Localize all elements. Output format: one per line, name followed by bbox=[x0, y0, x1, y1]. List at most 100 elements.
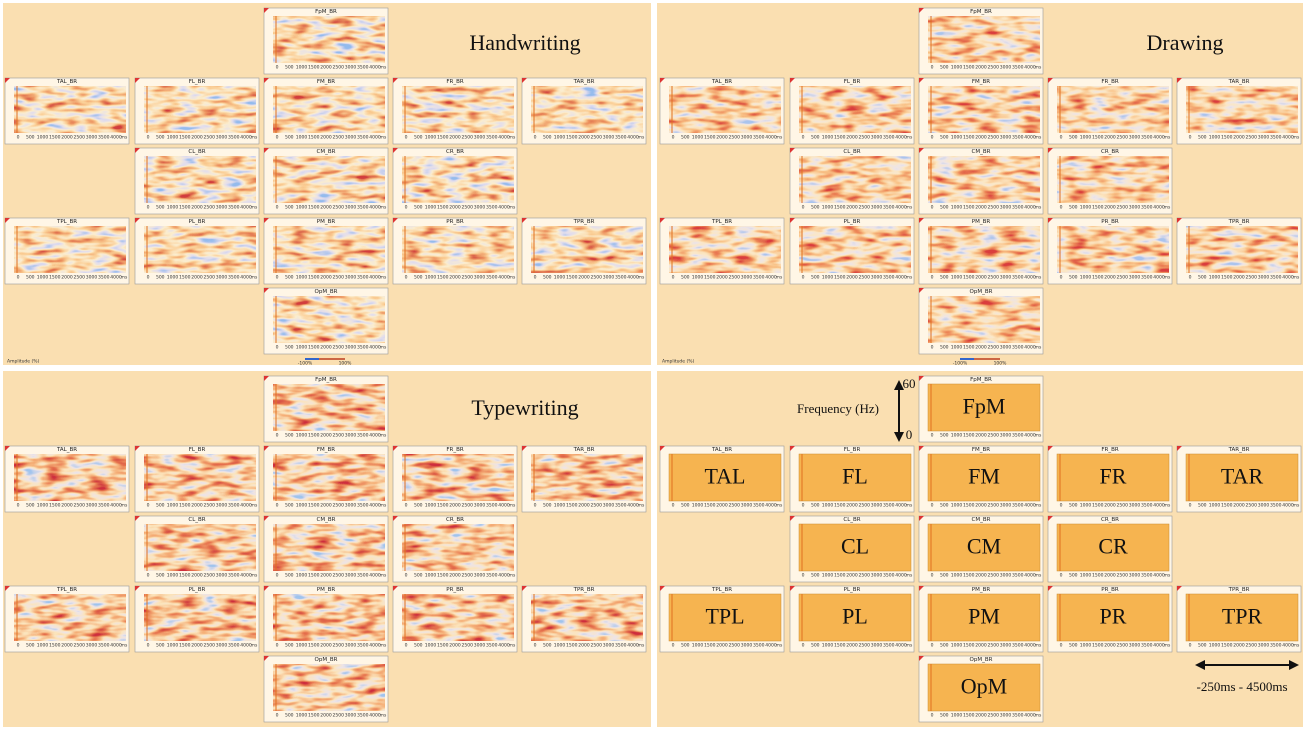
x-tick-label: 2500 bbox=[988, 643, 1000, 649]
x-tick-label: 3500 bbox=[883, 205, 895, 211]
x-tick-label: 0 bbox=[534, 135, 537, 141]
x-tick-label: 1000 bbox=[167, 503, 179, 509]
x-unit: ms bbox=[1035, 434, 1042, 439]
x-unit: ms bbox=[1164, 136, 1171, 141]
x-tick-label: 500 bbox=[543, 275, 552, 281]
corner-mark bbox=[1177, 446, 1182, 451]
x-tick-label: 1000 bbox=[951, 345, 963, 351]
x-tick-label: 2000 bbox=[846, 643, 858, 649]
x-tick-label: 3000 bbox=[1000, 205, 1012, 211]
x-tick-label: 3500 bbox=[357, 205, 369, 211]
x-tick-label: 4000 bbox=[1024, 573, 1036, 579]
x-tick-label: 2500 bbox=[462, 275, 474, 281]
electrode-name: TPR bbox=[1222, 604, 1263, 629]
x-tick-label: 4000 bbox=[1024, 503, 1036, 509]
map-cell: FL_BR FL 0 500 1000 1500 2000 2500 3000 3500 4000m… bbox=[789, 445, 915, 513]
x-tick-label: 500 bbox=[1069, 205, 1078, 211]
x-tick-label: 4000 bbox=[369, 713, 381, 719]
x-tick-label: 2500 bbox=[462, 643, 474, 649]
x-tick-label: 3000 bbox=[741, 275, 753, 281]
x-tick-label: 1000 bbox=[951, 573, 963, 579]
x-tick-label: 2500 bbox=[859, 205, 871, 211]
x-unit: ms bbox=[638, 504, 645, 509]
map-title: FpM_BR bbox=[970, 377, 992, 383]
x-tick-label: 3000 bbox=[345, 135, 357, 141]
x-tick-label: 3500 bbox=[1012, 205, 1024, 211]
x-tick-label: 2000 bbox=[975, 135, 987, 141]
x-tick-label: 3500 bbox=[357, 345, 369, 351]
x-tick-label: 500 bbox=[1198, 643, 1207, 649]
x-tick-label: 3000 bbox=[86, 503, 98, 509]
x-tick-label: 3500 bbox=[228, 205, 240, 211]
x-unit: ms bbox=[380, 644, 387, 649]
x-tick-label: 2000 bbox=[846, 135, 858, 141]
x-tick-label: 3000 bbox=[871, 205, 883, 211]
x-tick-label: 2000 bbox=[320, 433, 332, 439]
electrode-name: FR bbox=[1100, 464, 1127, 489]
corner-mark bbox=[135, 148, 140, 153]
map-title: TAR_BR bbox=[573, 447, 595, 453]
x-tick-label: 1000 bbox=[951, 643, 963, 649]
x-unit: ms bbox=[1035, 346, 1042, 351]
x-unit: ms bbox=[380, 434, 387, 439]
map-cell: TAL_BR TAL 0 500 1000 1500 2000 2500 3000 3500 400… bbox=[659, 445, 785, 513]
x-tick-label: 1000 bbox=[554, 135, 566, 141]
electrode-name: CM bbox=[967, 534, 1001, 559]
x-tick-label: 3000 bbox=[1258, 275, 1270, 281]
x-tick-label: 3500 bbox=[1141, 205, 1153, 211]
x-tick-label: 3500 bbox=[98, 275, 110, 281]
corner-mark bbox=[5, 586, 10, 591]
x-tick-label: 0 bbox=[1060, 643, 1063, 649]
x-tick-label: 3000 bbox=[1000, 275, 1012, 281]
corner-mark bbox=[919, 516, 924, 521]
x-tick-label: 1500 bbox=[704, 643, 716, 649]
x-tick-label: 0 bbox=[17, 503, 20, 509]
x-tick-label: 2000 bbox=[320, 713, 332, 719]
x-tick-label: 2500 bbox=[988, 433, 1000, 439]
corner-mark bbox=[1048, 516, 1053, 521]
x-tick-label: 2000 bbox=[320, 205, 332, 211]
x-unit: ms bbox=[380, 136, 387, 141]
x-tick-label: 500 bbox=[26, 275, 35, 281]
x-tick-label: 3000 bbox=[603, 503, 615, 509]
x-tick-label: 2000 bbox=[449, 643, 461, 649]
x-tick-label: 3000 bbox=[345, 345, 357, 351]
corner-mark bbox=[135, 78, 140, 83]
time-frequency-map bbox=[14, 86, 126, 133]
map-title: TPR_BR bbox=[1228, 587, 1250, 593]
x-tick-label: 1500 bbox=[49, 503, 61, 509]
x-tick-label: 3500 bbox=[357, 135, 369, 141]
map-cell: CL_BR CL 0 500 1000 1500 2000 2500 3000 3500 4000m… bbox=[789, 515, 915, 583]
map-title: FpM_BR bbox=[315, 9, 337, 15]
x-unit: ms bbox=[121, 504, 128, 509]
x-tick-label: 1500 bbox=[1221, 135, 1233, 141]
x-tick-label: 4000 bbox=[765, 643, 777, 649]
corner-mark bbox=[660, 586, 665, 591]
amplitude-label: Amplitude (%) bbox=[7, 359, 40, 365]
x-tick-label: 4000 bbox=[1153, 205, 1165, 211]
map-title: FR_BR bbox=[446, 79, 464, 85]
x-unit: ms bbox=[509, 136, 516, 141]
x-tick-label: 3500 bbox=[753, 275, 765, 281]
x-tick-label: 1500 bbox=[963, 643, 975, 649]
x-tick-label: 1000 bbox=[951, 433, 963, 439]
x-tick-label: 1500 bbox=[308, 205, 320, 211]
x-tick-label: 1500 bbox=[1092, 205, 1104, 211]
x-tick-label: 4000 bbox=[1282, 643, 1294, 649]
corner-mark bbox=[135, 218, 140, 223]
x-tick-label: 1000 bbox=[425, 275, 437, 281]
x-tick-label: 1500 bbox=[1221, 503, 1233, 509]
x-tick-label: 4000 bbox=[240, 573, 252, 579]
x-tick-label: 2000 bbox=[449, 135, 461, 141]
x-unit: ms bbox=[776, 276, 783, 281]
map-title: CL_BR bbox=[843, 517, 860, 523]
x-tick-label: 1500 bbox=[308, 275, 320, 281]
map-title: FM_BR bbox=[317, 447, 335, 453]
x-tick-label: 3000 bbox=[345, 573, 357, 579]
